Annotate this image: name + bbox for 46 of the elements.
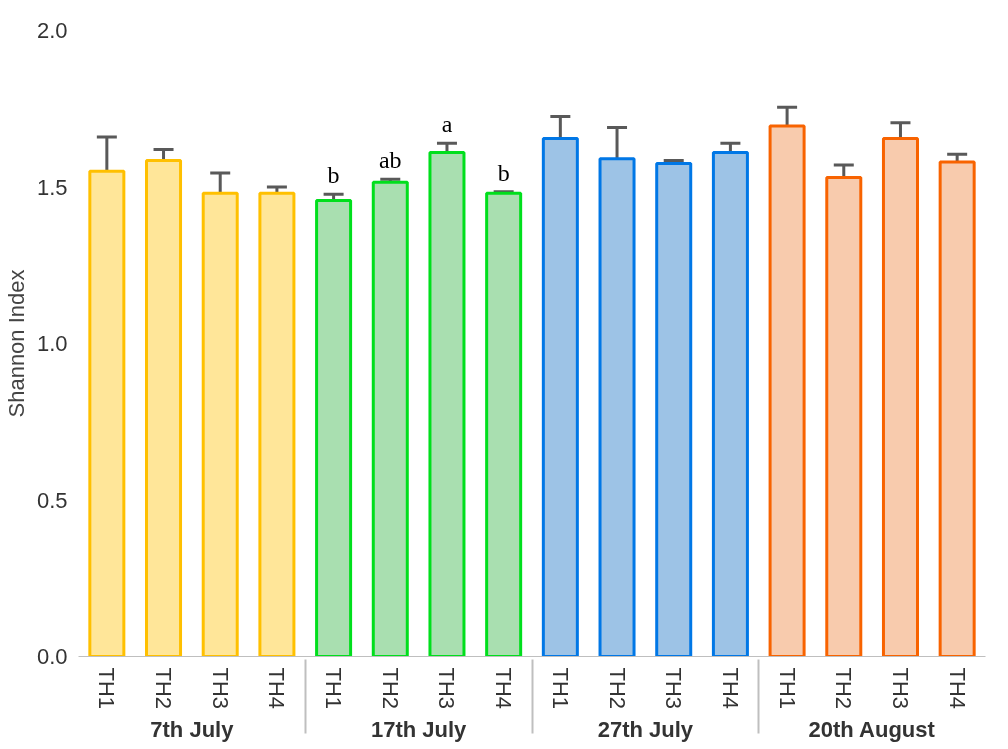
x-tick-label: TH4 bbox=[944, 667, 970, 710]
data-label: b bbox=[327, 162, 340, 189]
x-tick-label: TH3 bbox=[434, 667, 460, 710]
data-label: b bbox=[497, 159, 510, 186]
x-tick-label: TH3 bbox=[661, 667, 687, 710]
bar bbox=[938, 160, 976, 657]
y-tick-label: 1.5 bbox=[36, 174, 68, 200]
x-tick-label: TH2 bbox=[604, 667, 630, 710]
y-tick-label: 1.0 bbox=[36, 331, 68, 356]
bar bbox=[371, 180, 409, 657]
x-tick-label: TH2 bbox=[151, 667, 177, 710]
bar bbox=[881, 136, 919, 657]
x-tick-label: TH3 bbox=[207, 667, 233, 710]
x-tick-label: TH4 bbox=[264, 667, 290, 710]
bar bbox=[485, 191, 523, 657]
bar bbox=[598, 157, 636, 657]
x-tick-label: TH2 bbox=[377, 667, 403, 710]
bar bbox=[145, 158, 183, 657]
x-tick-label: TH4 bbox=[491, 667, 517, 710]
bar bbox=[258, 191, 296, 657]
x-tick-label: TH1 bbox=[321, 667, 347, 710]
bar bbox=[88, 169, 126, 657]
bar bbox=[825, 176, 863, 657]
x-tick-label: TH2 bbox=[831, 667, 857, 710]
y-tick-label: 0.5 bbox=[36, 487, 68, 513]
x-tick-label: TH1 bbox=[94, 667, 120, 710]
bar bbox=[201, 191, 239, 657]
x-tick-label: TH1 bbox=[774, 667, 800, 710]
bar bbox=[655, 162, 693, 657]
data-label: a bbox=[441, 111, 453, 138]
y-tick-label: 2.0 bbox=[36, 18, 68, 43]
bar bbox=[541, 136, 579, 657]
text: 17th July bbox=[370, 717, 468, 743]
bar bbox=[315, 198, 353, 657]
x-tick-label: TH3 bbox=[887, 667, 913, 710]
y-axis-title: Shannon Index bbox=[3, 269, 29, 418]
bar bbox=[428, 151, 466, 657]
x-tick-label: TH4 bbox=[717, 667, 743, 710]
text: 27th July bbox=[597, 717, 694, 743]
x-tick-label: TH1 bbox=[547, 667, 573, 710]
y-tick-label: 0.0 bbox=[36, 644, 68, 669]
bar bbox=[768, 124, 806, 657]
text: 20th August bbox=[808, 717, 936, 743]
bar bbox=[711, 151, 749, 657]
data-label: ab bbox=[378, 147, 402, 174]
text: 7th July bbox=[150, 717, 235, 743]
